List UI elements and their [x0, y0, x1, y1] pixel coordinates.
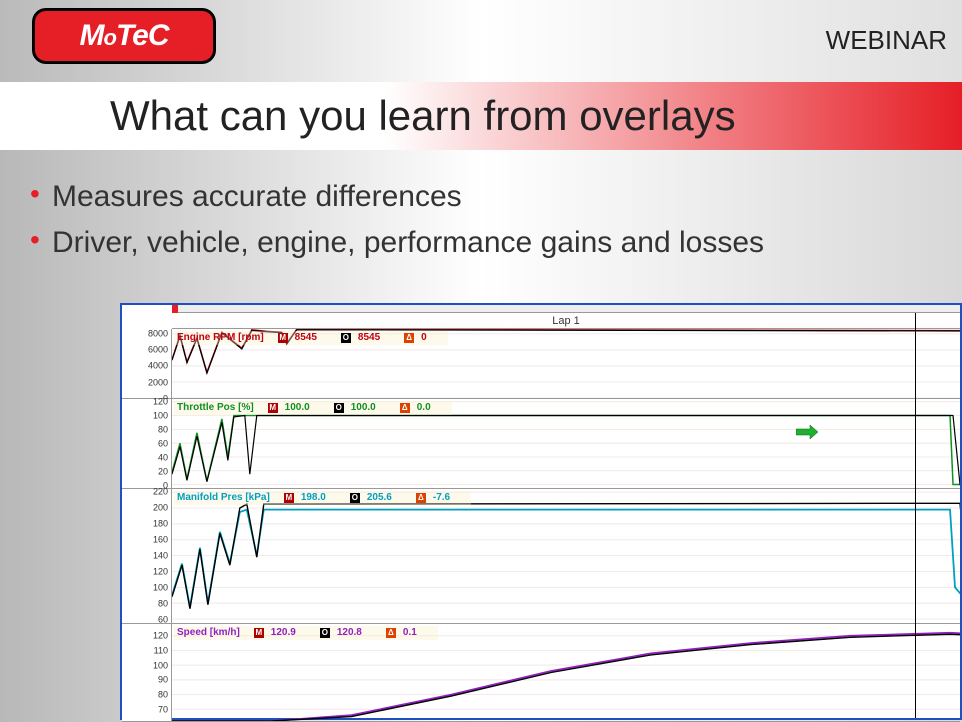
y-tick: 20	[158, 467, 168, 476]
overlay-value: 8545	[358, 332, 380, 343]
y-tick: 100	[153, 661, 168, 670]
logo-text: MoTeC	[79, 19, 168, 53]
main-value: 120.9	[271, 627, 296, 638]
page-title: What can you learn from overlays	[110, 92, 736, 140]
delta-value: 0.0	[417, 402, 431, 413]
y-axis: 020406080100120	[122, 399, 172, 488]
y-tick: 100	[153, 584, 168, 593]
y-tick: 160	[153, 536, 168, 545]
main-badge-icon: M	[254, 628, 264, 638]
y-tick: 90	[158, 676, 168, 685]
arrow-cursor-icon	[796, 425, 818, 439]
delta-badge-icon: Δ	[404, 333, 414, 343]
bullet-item: Measures accurate differences	[30, 180, 942, 214]
overlay-badge-icon: O	[334, 403, 344, 413]
overlay-badge-icon: O	[341, 333, 351, 343]
main-badge-icon: M	[268, 403, 278, 413]
title-band: What can you learn from overlays	[0, 82, 962, 150]
y-tick: 100	[153, 411, 168, 420]
y-tick: 80	[158, 691, 168, 700]
y-tick: 220	[153, 488, 168, 497]
series-line	[172, 416, 960, 485]
y-axis: 6080100120140160180200220	[122, 489, 172, 623]
y-tick: 2000	[148, 378, 168, 387]
top-bar: MoTeC WEBINAR	[0, 0, 962, 82]
overlay-badge-icon: O	[320, 628, 330, 638]
y-tick: 6000	[148, 346, 168, 355]
series-line	[172, 633, 960, 721]
channel-name: Manifold Pres [kPa]	[177, 492, 270, 503]
delta-badge-icon: Δ	[400, 403, 410, 413]
chart-panel[interactable]: 020406080100120Throttle Pos [%]M100.0O10…	[122, 399, 960, 489]
y-tick: 120	[153, 568, 168, 577]
y-axis: 70 80 90 100 110 120	[122, 624, 172, 721]
y-tick: 120	[153, 631, 168, 640]
main-value: 8545	[295, 332, 317, 343]
channel-name: Throttle Pos [%]	[177, 402, 254, 413]
channel-name: Engine RPM [rpm]	[177, 332, 264, 343]
overlay-value: 100.0	[351, 402, 376, 413]
chart-panel[interactable]: 02000400060008000Engine RPM [rpm]M8545O8…	[122, 329, 960, 399]
chart-panel[interactable]: 6080100120140160180200220Manifold Pres […	[122, 489, 960, 624]
y-tick: 80	[158, 600, 168, 609]
series-line	[172, 416, 960, 485]
y-tick: 4000	[148, 362, 168, 371]
y-tick: 80	[158, 425, 168, 434]
y-tick: 110	[154, 646, 168, 655]
overlay-value: 120.8	[337, 627, 362, 638]
main-badge-icon: M	[284, 493, 294, 503]
delta-value: -7.6	[433, 492, 450, 503]
main-value: 198.0	[301, 492, 326, 503]
delta-value: 0.1	[403, 627, 417, 638]
plot-area[interactable]	[172, 489, 960, 623]
y-tick: 180	[153, 520, 168, 529]
lap-label: Lap 1	[552, 315, 580, 327]
main-value: 100.0	[285, 402, 310, 413]
channel-label-row: Throttle Pos [%] M 100.0 O 100.0 Δ 0.0	[174, 401, 452, 415]
bullet-list: Measures accurate differences Driver, ve…	[0, 150, 962, 287]
channel-label-row: Speed [km/h] M 120.9 O 120.8 Δ 0.1	[174, 626, 438, 640]
overlay-badge-icon: O	[350, 493, 360, 503]
series-line	[172, 634, 960, 721]
telemetry-chart: Lap 1 0 2000 4000 6000 8000 Engine RPM [rpm] M…	[120, 303, 962, 720]
cursor-line[interactable]	[915, 313, 916, 718]
delta-badge-icon: Δ	[386, 628, 396, 638]
channel-label-row: Manifold Pres [kPa] M 198.0 O 205.6 Δ -7.6	[174, 491, 471, 505]
y-tick: 70	[158, 706, 168, 715]
y-axis: 02000400060008000	[122, 329, 172, 398]
y-tick: 60	[158, 439, 168, 448]
chart-panels: 02000400060008000Engine RPM [rpm]M8545O8…	[122, 329, 960, 718]
webinar-label: WEBINAR	[826, 25, 947, 56]
channel-name: Speed [km/h]	[177, 627, 240, 638]
chart-panel[interactable]: 70 80 90 100 110 120 Speed [km/h] M 120.9 O 120.8 Δ…	[122, 624, 960, 722]
motec-logo: MoTeC	[32, 8, 216, 64]
y-tick: 8000	[148, 329, 168, 338]
y-tick: 120	[153, 397, 168, 406]
channel-label-row: Engine RPM [rpm] M 8545 O 8545 Δ0	[174, 331, 448, 345]
time-ruler[interactable]	[172, 305, 960, 313]
main-badge-icon: M	[278, 333, 288, 343]
y-tick: 40	[158, 453, 168, 462]
bullet-item: Driver, vehicle, engine, performance gai…	[30, 226, 942, 260]
y-tick: 140	[153, 552, 168, 561]
lap-header: Lap 1	[172, 313, 960, 329]
delta-badge-icon: Δ	[416, 493, 426, 503]
y-tick: 200	[153, 504, 168, 513]
overlay-value: 205.6	[367, 492, 392, 503]
delta-value: 0	[421, 332, 427, 343]
